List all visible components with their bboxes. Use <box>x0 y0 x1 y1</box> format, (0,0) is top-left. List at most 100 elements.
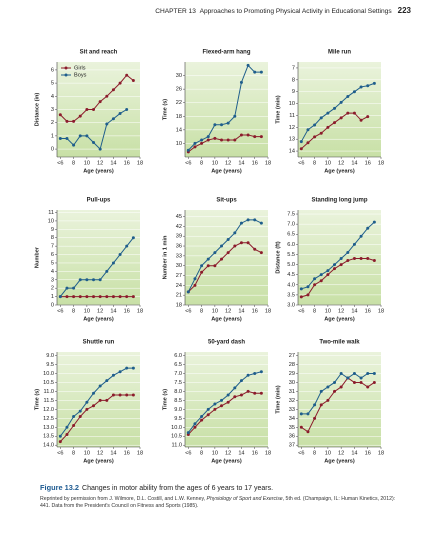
data-point <box>326 398 330 402</box>
x-tick-label: 12 <box>225 308 231 314</box>
x-tick-label: 8 <box>313 308 316 314</box>
y-tick-label: 27 <box>176 273 182 279</box>
data-point <box>92 140 96 144</box>
data-point <box>319 116 323 120</box>
y-tick-label: 9.0 <box>174 407 182 413</box>
x-axis-label: Age (years) <box>324 168 355 174</box>
data-point <box>111 295 115 299</box>
chapter-title: Approaches to Promoting Physical Activit… <box>199 8 392 15</box>
data-point <box>339 263 343 267</box>
y-tick-label: 32 <box>289 398 295 404</box>
series-line <box>301 221 375 290</box>
y-tick-label: 5 <box>51 260 54 266</box>
data-point <box>326 385 330 389</box>
data-point <box>58 137 62 141</box>
data-point <box>259 370 263 374</box>
data-point <box>372 220 376 224</box>
legend-marker <box>64 73 68 77</box>
y-axis-label: Time (min) <box>275 385 281 413</box>
data-point <box>366 372 370 376</box>
y-axis-label: Number <box>34 246 40 268</box>
data-point <box>246 373 250 377</box>
data-point <box>253 372 257 376</box>
data-point <box>131 236 135 240</box>
y-tick-label: 8.0 <box>174 389 182 395</box>
chart-title: Sit-ups <box>216 198 237 204</box>
data-point <box>333 106 337 110</box>
data-point <box>72 119 76 123</box>
y-tick-label: 2 <box>51 286 54 292</box>
data-point <box>125 295 129 299</box>
data-point <box>339 257 343 261</box>
data-point <box>118 393 122 397</box>
y-tick-label: 9 <box>51 227 54 233</box>
y-tick-label: 7 <box>51 244 54 250</box>
data-point <box>259 135 263 139</box>
data-point <box>92 278 96 282</box>
data-point <box>359 118 363 122</box>
y-tick-label: 6.5 <box>287 232 295 238</box>
data-point <box>58 295 62 299</box>
x-tick-label: 16 <box>252 450 258 456</box>
data-point <box>299 140 303 144</box>
x-tick-label: 10 <box>212 450 218 456</box>
data-point <box>306 293 310 297</box>
x-axis-label: Age (years) <box>324 458 355 464</box>
data-point <box>213 136 217 140</box>
data-point <box>366 115 370 119</box>
y-axis-label: Time (s) <box>162 389 168 410</box>
plot-area <box>185 210 268 305</box>
x-axis-label: Age (years) <box>324 316 355 322</box>
y-tick-label: 22 <box>176 100 182 106</box>
data-point <box>299 287 303 291</box>
x-tick-label: 18 <box>265 450 271 456</box>
legend-label: Girls <box>74 65 86 71</box>
data-point <box>105 295 109 299</box>
x-tick-label: 14 <box>351 450 357 456</box>
data-point <box>111 88 115 92</box>
y-tick-label: 18 <box>176 114 182 120</box>
data-point <box>92 404 96 408</box>
y-tick-label: 3 <box>51 277 54 283</box>
y-tick-label: 9.5 <box>174 416 182 422</box>
chart-panel: Two-mile walk 27 28 29 30 31 32 33 34 35 36 37<6 8 10… <box>275 340 384 465</box>
x-tick-label: 18 <box>137 308 143 314</box>
y-tick-label: 37 <box>289 443 295 449</box>
data-point <box>206 264 210 268</box>
data-point <box>72 286 76 290</box>
data-point <box>213 251 217 255</box>
data-point <box>319 279 323 283</box>
data-point <box>105 122 109 126</box>
y-tick-label: 12.0 <box>43 407 54 413</box>
data-point <box>206 413 210 417</box>
y-axis-label: Time (s) <box>162 99 168 120</box>
data-point <box>352 372 356 376</box>
y-tick-label: 9.5 <box>46 362 54 368</box>
x-tick-label: 12 <box>97 450 103 456</box>
chart-title: Sit and reach <box>80 50 118 56</box>
data-point <box>72 415 76 419</box>
y-tick-label: 9.0 <box>46 353 54 359</box>
data-point <box>193 425 197 429</box>
data-point <box>319 389 323 393</box>
data-point <box>233 138 237 142</box>
page-number: 223 <box>397 6 411 15</box>
data-point <box>239 80 243 84</box>
x-tick-label: 8 <box>200 308 203 314</box>
y-tick-label: 5.0 <box>287 262 295 268</box>
data-point <box>92 295 96 299</box>
data-point <box>111 393 115 397</box>
x-tick-label: 10 <box>212 160 218 166</box>
x-tick-label: 18 <box>378 450 384 456</box>
data-point <box>359 376 363 380</box>
data-point <box>253 247 257 251</box>
y-tick-label: 0 <box>51 147 54 153</box>
data-point <box>233 231 237 235</box>
data-point <box>125 73 129 77</box>
data-point <box>319 403 323 407</box>
y-tick-label: 36 <box>176 244 182 250</box>
data-point <box>213 407 217 411</box>
data-point <box>131 393 135 397</box>
x-tick-label: 14 <box>238 160 244 166</box>
x-tick-label: 8 <box>72 450 75 456</box>
